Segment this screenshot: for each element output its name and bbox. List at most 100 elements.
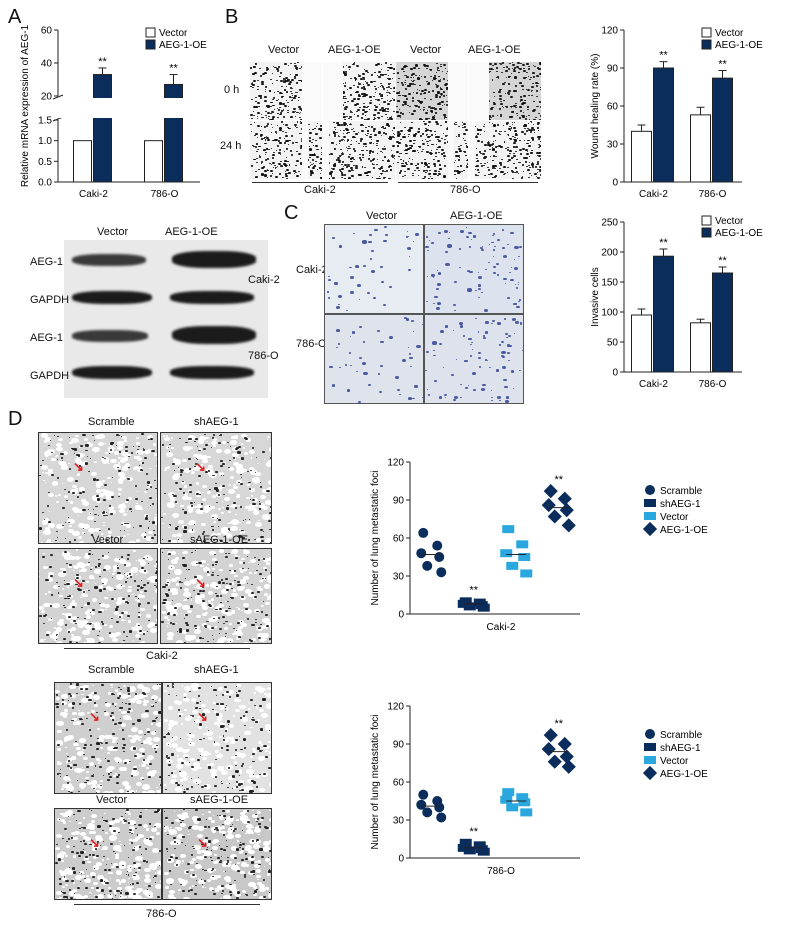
texture-speck	[153, 479, 156, 482]
texture-speck	[522, 115, 525, 118]
texture-speck	[159, 775, 161, 778]
texture-speck	[480, 152, 483, 155]
texture-speck	[258, 520, 260, 522]
texture-speck	[98, 765, 103, 768]
texture-speck	[102, 845, 109, 850]
texture-speck	[396, 141, 399, 144]
texture-speck	[254, 507, 256, 510]
texture-speck	[199, 496, 202, 498]
texture-speck	[237, 689, 242, 693]
texture-speck	[67, 755, 69, 757]
texture-speck	[334, 135, 337, 138]
texture-speck	[225, 748, 230, 751]
texture-speck	[441, 137, 443, 139]
texture-speck	[258, 637, 261, 640]
texture-speck	[71, 636, 78, 642]
texture-speck	[357, 132, 360, 134]
texture-speck	[447, 244, 452, 248]
texture-speck	[198, 465, 204, 470]
texture-speck	[224, 632, 227, 635]
texture-speck	[388, 158, 390, 160]
texture-speck	[275, 175, 279, 178]
texture-speck	[433, 107, 435, 108]
texture-speck	[484, 359, 487, 361]
texture-speck	[72, 711, 77, 715]
texture-speck	[416, 166, 419, 169]
texture-speck	[244, 724, 247, 727]
texture-speck	[418, 117, 422, 120]
texture-speck	[357, 108, 360, 111]
texture-speck	[211, 436, 215, 439]
texture-speck	[176, 747, 183, 752]
texture-speck	[469, 343, 472, 346]
texture-speck	[253, 791, 255, 793]
texture-speck	[469, 354, 472, 357]
texture-speck	[352, 64, 354, 66]
texture-speck	[445, 86, 449, 89]
texture-speck	[101, 683, 105, 686]
texture-speck	[437, 102, 441, 105]
texture-speck	[522, 350, 523, 352]
texture-speck	[154, 872, 157, 874]
texture-speck	[265, 114, 268, 117]
texture-speck	[409, 76, 412, 78]
texture-speck	[369, 233, 373, 236]
texture-speck	[414, 104, 417, 107]
texture-speck	[206, 752, 211, 756]
texture-speck	[104, 702, 111, 708]
texture-speck	[517, 281, 519, 283]
texture-speck	[164, 784, 166, 786]
texture-speck	[168, 523, 171, 526]
texture-speck	[207, 625, 212, 629]
texture-speck	[198, 436, 206, 442]
texture-speck	[239, 567, 242, 570]
texture-speck	[125, 501, 129, 504]
texture-speck	[92, 628, 94, 630]
texture-speck	[221, 463, 226, 466]
texture-speck	[141, 778, 144, 781]
texture-speck	[407, 92, 411, 96]
texture-speck	[251, 618, 254, 620]
y-tick-label: 40	[41, 59, 53, 70]
texture-speck	[290, 115, 293, 118]
texture-speck	[340, 138, 344, 141]
texture-speck	[355, 165, 358, 168]
texture-speck	[508, 76, 510, 78]
texture-speck	[490, 108, 493, 110]
texture-speck	[217, 617, 221, 620]
texture-speck	[219, 433, 223, 436]
texture-speck	[406, 168, 410, 171]
texture-speck	[118, 861, 126, 866]
texture-speck	[364, 69, 366, 71]
texture-speck	[319, 129, 322, 132]
texture-speck	[73, 564, 80, 569]
texture-speck	[330, 175, 333, 177]
texture-speck	[251, 164, 253, 166]
texture-speck	[121, 892, 124, 894]
texture-speck	[226, 522, 229, 525]
texture-speck	[117, 686, 120, 689]
texture-speck	[143, 490, 147, 493]
wound-gap	[323, 121, 329, 179]
texture-speck	[405, 149, 408, 152]
texture-speck	[114, 689, 119, 692]
texture-speck	[472, 371, 477, 375]
texture-speck	[235, 780, 239, 783]
texture-speck	[57, 537, 59, 539]
texture-speck	[468, 231, 473, 235]
texture-speck	[167, 726, 173, 730]
texture-speck	[201, 703, 207, 708]
texture-speck	[262, 72, 265, 75]
texture-speck	[210, 505, 215, 509]
texture-speck	[154, 579, 157, 582]
texture-speck	[96, 862, 102, 867]
texture-speck	[130, 568, 138, 574]
texture-speck	[379, 266, 383, 269]
texture-speck	[165, 788, 167, 790]
texture-speck	[531, 161, 534, 163]
texture-speck	[374, 105, 378, 108]
texture-speck	[166, 625, 168, 627]
texture-speck	[65, 538, 67, 540]
texture-speck	[114, 758, 119, 762]
texture-speck	[520, 62, 522, 64]
